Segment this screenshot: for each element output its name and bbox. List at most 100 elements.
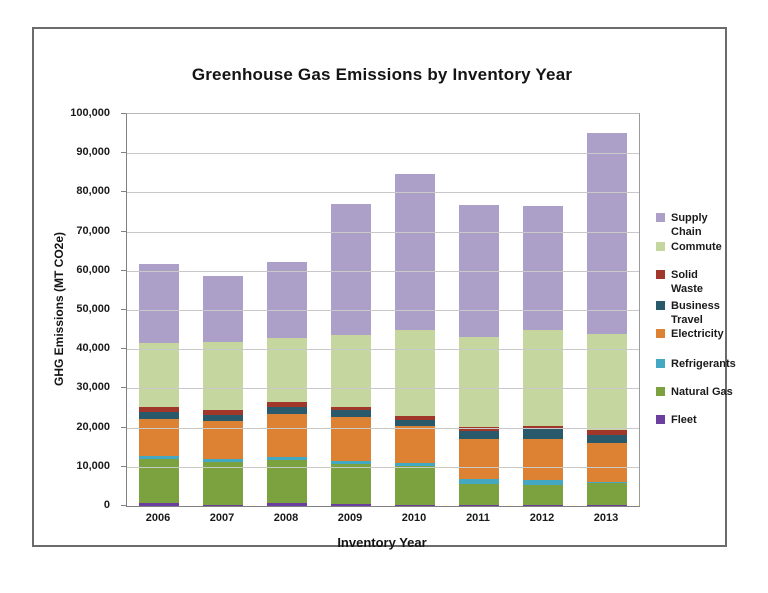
bar-slot-2009 <box>319 114 383 506</box>
legend-swatch-icon <box>656 242 665 251</box>
legend-item-solid-waste: Solid Waste <box>656 268 703 296</box>
bar-segment-fleet <box>267 502 307 506</box>
gridline <box>127 349 639 351</box>
y-tick-label: 20,000 <box>76 420 110 433</box>
bar-segment-fleet <box>459 505 499 506</box>
x-axis-title: Inventory Year <box>337 535 427 550</box>
bar-slot-2006 <box>127 114 191 506</box>
bar-segment-natural-gas <box>395 466 435 505</box>
bar-segment-solid-waste <box>587 430 627 435</box>
gridline <box>127 466 639 468</box>
x-tick-label: 2012 <box>529 512 555 524</box>
x-tick-label: 2010 <box>401 512 427 524</box>
legend-item-natural-gas: Natural Gas <box>656 385 733 399</box>
bar-segment-supply-chain <box>139 263 179 344</box>
bar-segment-refrigerants <box>459 479 499 484</box>
bar-segment-commute <box>395 330 435 416</box>
bar-segment-business-travel <box>523 429 563 439</box>
bar-slot-2010 <box>383 114 447 506</box>
legend-swatch-icon <box>656 359 665 368</box>
gridline <box>127 388 639 390</box>
legend-swatch-icon <box>656 415 665 424</box>
gridline <box>127 427 639 429</box>
bar-2007 <box>203 275 243 506</box>
bar-segment-electricity <box>459 438 499 480</box>
bar-segment-natural-gas <box>587 482 627 506</box>
bar-segment-commute <box>203 342 243 410</box>
y-tick-label: 40,000 <box>76 342 110 355</box>
bar-segment-fleet <box>203 504 243 506</box>
bar-segment-fleet <box>523 505 563 506</box>
x-tick-label: 2013 <box>593 512 619 524</box>
gridline <box>127 231 639 233</box>
y-tick-label: 10,000 <box>76 459 110 472</box>
bar-2009 <box>331 204 371 506</box>
legend-label: Fleet <box>671 414 697 426</box>
plot-area <box>126 113 640 507</box>
legend-swatch-icon <box>656 301 665 310</box>
legend-item-electricity: Electricity <box>656 327 724 341</box>
bar-segment-business-travel <box>331 410 371 417</box>
bar-segment-refrigerants <box>139 455 179 460</box>
bar-slot-2007 <box>191 114 255 506</box>
legend-item-supply-chain: Supply Chain <box>656 211 708 239</box>
bar-segment-commute <box>331 334 371 407</box>
y-tick-mark <box>121 191 126 193</box>
bar-segment-commute <box>523 330 563 426</box>
y-tick-mark <box>121 348 126 350</box>
bar-segment-natural-gas <box>459 483 499 506</box>
x-axis-tick-labels: 2006 2007 2008 2009 2010 2011 2012 2013 <box>126 512 638 524</box>
bar-segment-refrigerants <box>523 480 563 485</box>
bar-segment-refrigerants <box>267 456 307 460</box>
bar-segment-business-travel <box>587 434 627 443</box>
y-axis-tick-labels: 100,000 90,000 80,000 70,000 60,000 50,000 40,… <box>34 107 126 511</box>
bar-segment-business-travel <box>139 412 179 420</box>
bar-segment-commute <box>459 336 499 428</box>
legend-swatch-icon <box>656 329 665 338</box>
legend-item-business-travel: Business Travel <box>656 299 720 327</box>
legend-label: Refrigerants <box>671 358 736 370</box>
bars-layer <box>127 114 639 506</box>
bar-segment-supply-chain <box>587 132 627 335</box>
y-tick-mark <box>121 230 126 232</box>
bar-segment-supply-chain <box>523 205 563 331</box>
bar-segment-solid-waste <box>459 427 499 431</box>
bar-segment-supply-chain <box>395 173 435 331</box>
bar-segment-refrigerants <box>587 481 627 483</box>
legend-label: Commute <box>671 241 722 253</box>
bar-segment-electricity <box>203 421 243 459</box>
gridline <box>127 270 639 272</box>
bar-slot-2008 <box>255 114 319 506</box>
bar-segment-solid-waste <box>331 406 371 411</box>
bar-2006 <box>139 263 179 506</box>
bar-segment-natural-gas <box>523 484 563 506</box>
bar-2010 <box>395 173 435 506</box>
bar-segment-electricity <box>523 438 563 481</box>
legend-label: Electricity <box>671 328 724 340</box>
bar-segment-refrigerants <box>395 462 435 467</box>
bar-segment-electricity <box>139 419 179 456</box>
bar-segment-solid-waste <box>523 425 563 430</box>
y-tick-label: 50,000 <box>76 303 110 315</box>
x-tick-label: 2007 <box>209 512 235 524</box>
legend-swatch-icon <box>656 270 665 279</box>
y-tick-mark <box>121 113 126 114</box>
legend-label: Natural Gas <box>671 386 733 398</box>
bar-segment-supply-chain <box>203 275 243 343</box>
x-tick-label: 2011 <box>466 512 490 524</box>
bar-segment-commute <box>139 343 179 408</box>
y-tick-mark <box>121 465 126 467</box>
bar-segment-commute <box>267 337 307 402</box>
bar-segment-natural-gas <box>331 463 371 504</box>
bar-segment-electricity <box>395 425 435 463</box>
bar-segment-solid-waste <box>139 407 179 413</box>
y-tick-label: 30,000 <box>76 381 110 394</box>
y-tick-mark <box>121 269 126 271</box>
bar-segment-solid-waste <box>267 401 307 408</box>
bar-segment-electricity <box>331 416 371 461</box>
bar-segment-business-travel <box>395 420 435 426</box>
chart-frame: Greenhouse Gas Emissions by Inventory Ye… <box>32 27 736 550</box>
y-tick-label: 90,000 <box>76 146 110 159</box>
bar-2011 <box>459 205 499 506</box>
bar-2008 <box>267 261 307 506</box>
